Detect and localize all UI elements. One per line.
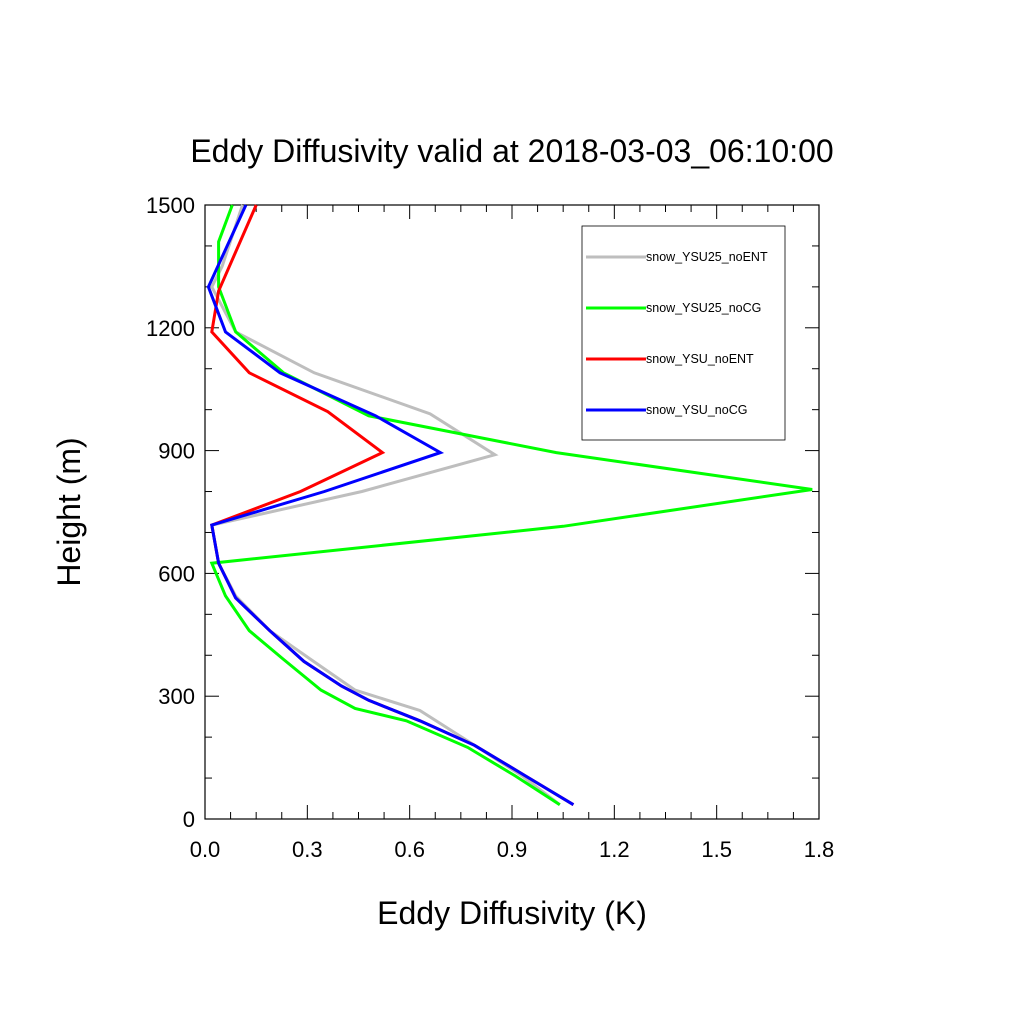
y-tick-label: 1500 [146, 193, 195, 218]
legend-label-0: snow_YSU25_noENT [646, 250, 768, 264]
axis-tick-labels: 0.0 0.3 0.6 0.9 1.2 1.5 1.8 0 300 600 900 1200 1500 [146, 193, 834, 862]
y-axis-label: Height (m) [51, 437, 87, 586]
y-tick-label: 600 [158, 561, 195, 586]
chart-title: Eddy Diffusivity valid at 2018-03-03_06:… [190, 133, 833, 169]
y-tick-label: 900 [158, 439, 195, 464]
series-line-3 [206, 204, 575, 806]
y-tick-label: 1200 [146, 316, 195, 341]
x-tick-label: 0.0 [190, 837, 221, 862]
x-tick-label: 0.6 [394, 837, 425, 862]
legend-label-3: snow_YSU_noCG [646, 403, 747, 417]
legend-label-2: snow_YSU_noENT [646, 352, 754, 366]
x-tick-label: 1.8 [804, 837, 835, 862]
y-tick-label: 0 [183, 807, 195, 832]
x-tick-label: 0.3 [292, 837, 323, 862]
series-line-1 [209, 204, 813, 806]
x-tick-label: 0.9 [497, 837, 528, 862]
series-line-2 [210, 204, 575, 806]
x-axis-label: Eddy Diffusivity (K) [377, 895, 647, 931]
y-tick-label: 300 [158, 684, 195, 709]
legend: snow_YSU25_noENT snow_YSU25_noCG snow_YSU_… [581, 225, 786, 441]
x-tick-label: 1.2 [599, 837, 630, 862]
legend-box [581, 225, 786, 441]
series-lines [206, 204, 813, 806]
legend-label-1: snow_YSU25_noCG [646, 301, 761, 315]
x-tick-label: 1.5 [701, 837, 732, 862]
